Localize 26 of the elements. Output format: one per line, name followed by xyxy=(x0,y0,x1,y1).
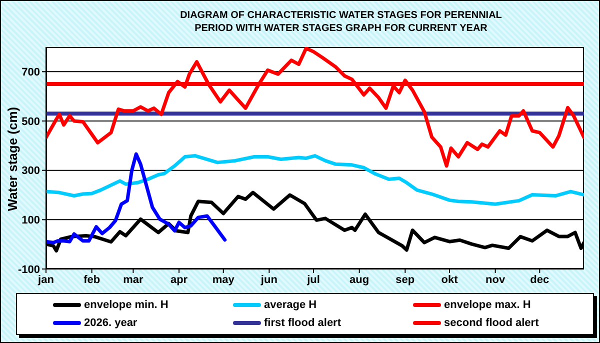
y-tick-label: 100 xyxy=(22,214,40,227)
x-tick-label: feb xyxy=(84,274,100,286)
x-tick-label: sep xyxy=(396,274,415,286)
legend-label: envelope min. H xyxy=(84,299,168,311)
legend-label: first flood alert xyxy=(264,317,342,329)
x-tick-label: nov xyxy=(486,274,506,286)
x-tick-label: okt xyxy=(441,274,458,286)
x-tick-label: aug xyxy=(350,274,370,286)
x-tick-label: may xyxy=(212,274,236,286)
y-tick-label: 700 xyxy=(22,66,40,79)
legend-label: envelope max. H xyxy=(444,299,531,311)
y-axis-title: Water stage (cm) xyxy=(5,106,21,214)
legend-label: average H xyxy=(264,299,317,311)
x-tick-label: jan xyxy=(37,274,54,286)
y-tick-label: 500 xyxy=(22,116,40,128)
legend-label: second flood alert xyxy=(444,317,539,329)
x-tick-label: apr xyxy=(170,274,188,286)
chart-title: DIAGRAM OF CHARACTERISTIC WATER STAGES FOR PERENNIAL PERIOD WITH WATER STAGES GRAPH FOR CURRENT YEAR xyxy=(179,9,503,35)
x-tick-label: dec xyxy=(530,274,550,286)
x-tick-label: mar xyxy=(123,274,144,286)
y-tick-label: 300 xyxy=(22,165,40,178)
y-tick-label: -100 xyxy=(18,264,40,276)
x-tick-label: jul xyxy=(306,274,320,286)
line-series xyxy=(46,152,227,244)
legend-label: 2026. year xyxy=(84,317,138,329)
x-tick-label: jun xyxy=(260,274,278,286)
